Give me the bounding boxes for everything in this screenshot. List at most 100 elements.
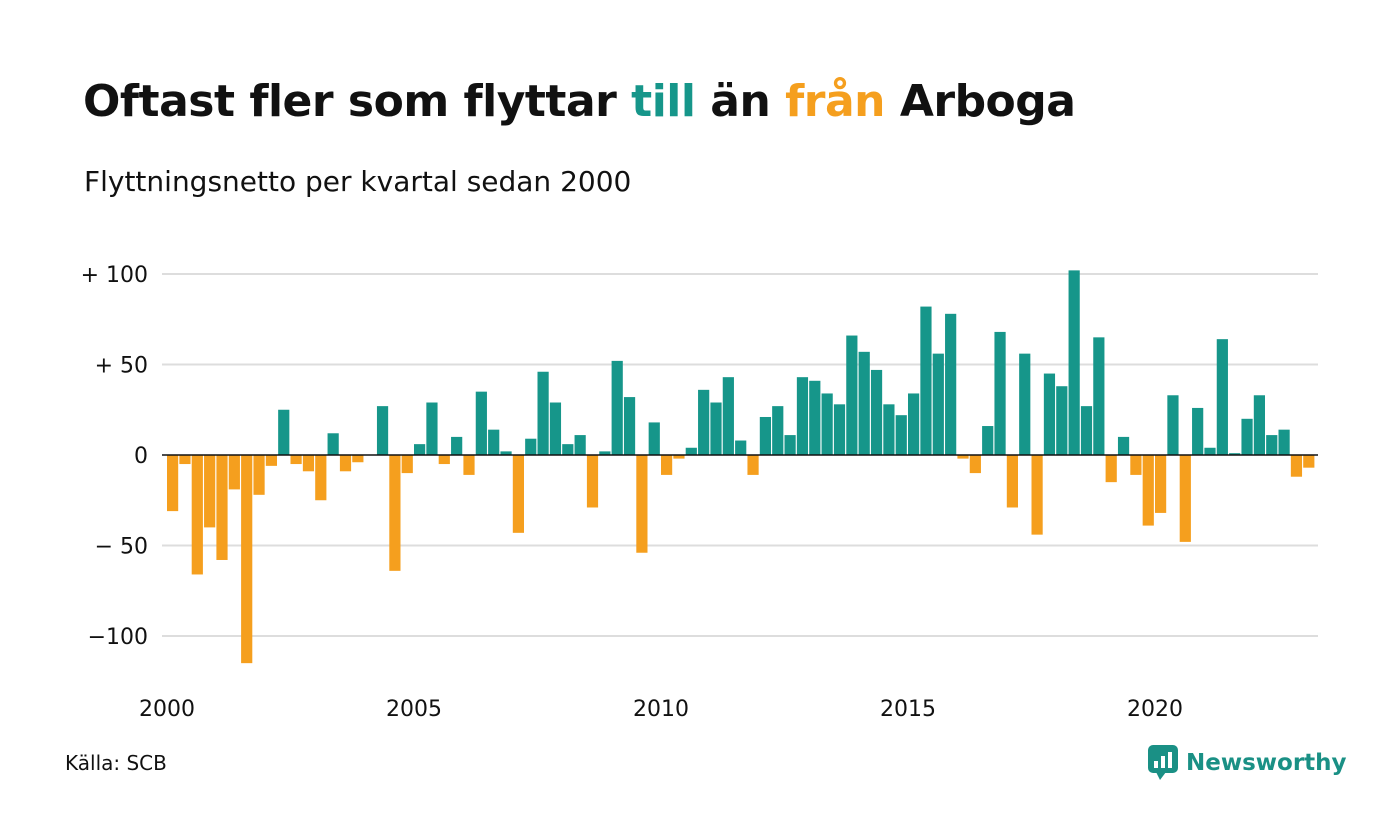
title-highlight-till: till xyxy=(631,76,696,127)
bar xyxy=(290,455,302,465)
source-label: Källa: SCB xyxy=(65,751,167,775)
bar xyxy=(537,371,549,455)
bar xyxy=(1303,455,1315,468)
y-tick-label: + 50 xyxy=(95,354,148,379)
x-tick-label: 2015 xyxy=(880,697,936,722)
bar xyxy=(315,455,327,501)
bar xyxy=(401,455,413,474)
bar xyxy=(809,380,821,455)
bar xyxy=(1056,386,1068,455)
chart-title: Oftast fler som flyttar till än från Arb… xyxy=(83,72,1076,132)
title-part3: Arboga xyxy=(899,76,1076,127)
bar xyxy=(1068,270,1080,455)
bar xyxy=(191,455,203,575)
bar xyxy=(685,447,697,455)
bar xyxy=(759,416,771,455)
bar xyxy=(870,369,883,455)
bar xyxy=(1117,436,1130,455)
bar xyxy=(574,435,586,455)
bar xyxy=(784,435,796,455)
bar xyxy=(562,444,574,455)
bar xyxy=(302,455,315,472)
bar xyxy=(549,402,562,455)
bar xyxy=(265,455,277,466)
bar xyxy=(821,393,833,455)
bar xyxy=(883,404,895,455)
bar xyxy=(414,444,426,455)
bar xyxy=(1130,455,1142,475)
bar xyxy=(1105,455,1117,483)
bar xyxy=(586,455,599,508)
bar xyxy=(167,455,179,512)
bar xyxy=(179,455,191,465)
bar xyxy=(1019,353,1031,455)
bar xyxy=(661,455,673,475)
bar xyxy=(1167,395,1179,455)
bar xyxy=(1278,429,1290,455)
bar xyxy=(747,455,759,475)
bar xyxy=(945,313,957,455)
bar xyxy=(451,436,463,455)
gridlines xyxy=(162,273,1318,637)
bar xyxy=(389,455,401,571)
y-tick-label: −100 xyxy=(88,625,148,650)
bar xyxy=(735,440,747,455)
newsworthy-logo: Newsworthy xyxy=(1148,743,1347,783)
bar xyxy=(1093,337,1105,455)
y-axis-labels: + 100 + 50 0 − 50 −100 xyxy=(81,263,148,650)
bar xyxy=(525,438,537,455)
bar xyxy=(1229,453,1241,455)
bar xyxy=(241,455,253,664)
y-tick-label: − 50 xyxy=(95,535,148,560)
bar xyxy=(698,389,710,455)
bar xyxy=(228,455,240,490)
bar xyxy=(920,306,932,455)
bar xyxy=(1031,455,1043,535)
bar xyxy=(339,455,352,472)
x-tick-label: 2010 xyxy=(633,697,689,722)
bar xyxy=(500,451,512,455)
bar xyxy=(1006,455,1018,508)
bar xyxy=(488,429,500,455)
bar xyxy=(895,415,907,455)
bar xyxy=(352,455,364,463)
y-tick-label: 0 xyxy=(134,444,148,469)
bar xyxy=(908,393,920,455)
bar xyxy=(957,455,969,459)
bars xyxy=(167,270,1315,664)
bar xyxy=(253,455,265,495)
bar xyxy=(216,455,228,560)
x-tick-label: 2020 xyxy=(1127,697,1183,722)
bar xyxy=(722,377,734,455)
bar xyxy=(673,455,685,459)
bar xyxy=(278,409,290,455)
x-tick-label: 2000 xyxy=(139,697,195,722)
bar xyxy=(994,331,1006,455)
bar xyxy=(648,422,660,455)
bar xyxy=(327,433,339,455)
bar xyxy=(599,451,611,455)
bar xyxy=(846,335,858,455)
bar xyxy=(475,391,487,455)
bar xyxy=(932,353,944,455)
bar xyxy=(1253,395,1265,455)
bar xyxy=(1155,455,1167,513)
bar xyxy=(858,351,870,455)
bar xyxy=(969,455,981,474)
bar xyxy=(463,455,475,475)
x-axis-labels: 2000 2005 2010 2015 2020 xyxy=(139,697,1183,722)
bar xyxy=(636,455,648,553)
brand-name: Newsworthy xyxy=(1186,750,1347,776)
bar xyxy=(426,402,438,455)
x-tick-label: 2005 xyxy=(386,697,442,722)
bar xyxy=(1192,407,1204,455)
bar xyxy=(512,455,524,533)
bar xyxy=(1204,447,1216,455)
bar xyxy=(1266,435,1278,455)
bar xyxy=(623,397,636,455)
title-part2: än xyxy=(710,76,771,127)
bar xyxy=(611,360,623,455)
bar xyxy=(204,455,216,528)
bar xyxy=(376,406,389,455)
title-part1: Oftast fler som flyttar xyxy=(83,76,617,127)
